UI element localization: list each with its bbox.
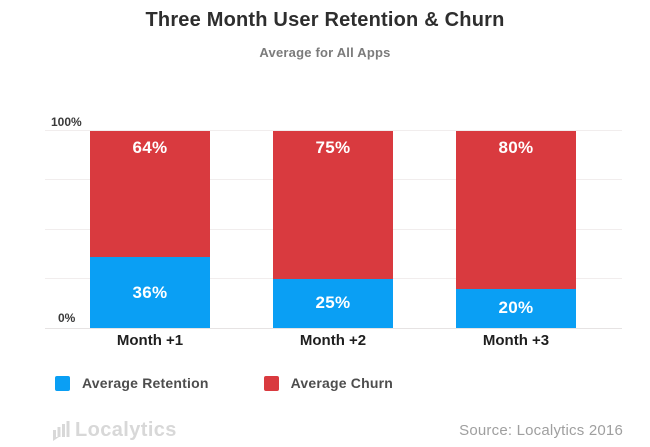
- bar-chart-bubble-icon: [53, 421, 70, 441]
- bar-value-label: 25%: [315, 293, 351, 313]
- bar-3: 80% 20%: [456, 131, 576, 328]
- x-axis-label-2: Month +2: [299, 332, 367, 349]
- chart-subtitle: Average for All Apps: [259, 45, 391, 60]
- gridline-100: [45, 130, 622, 131]
- x-axis-label-3: Month +3: [482, 332, 550, 349]
- plot-area: 100% 0% 64% 36% 75% 25% 80% 20%: [45, 115, 622, 329]
- bar-segment-average-retention: 20%: [456, 288, 576, 328]
- bar-2: 75% 25%: [273, 131, 393, 328]
- bar-value-label: 64%: [132, 138, 168, 158]
- bar-value-label: 20%: [498, 298, 534, 318]
- x-axis-line: [45, 328, 622, 329]
- bar-segment-average-retention: 36%: [90, 257, 210, 328]
- bar-segment-average-churn: 80%: [456, 131, 576, 289]
- footer: Localytics Source: Localytics 2016: [0, 416, 650, 444]
- retention-swatch: [55, 375, 70, 391]
- bar-value-label: 36%: [132, 282, 168, 302]
- bar-segment-average-churn: 64%: [90, 131, 210, 258]
- bar-value-label: 75%: [315, 138, 351, 157]
- bar-segment-average-retention: 25%: [273, 278, 393, 328]
- bar-segment-average-churn: 75%: [273, 131, 393, 279]
- logo-text: Localytics: [75, 418, 177, 441]
- source-text: Source: Localytics 2016: [459, 421, 623, 439]
- x-axis-label-1: Month +1: [116, 332, 184, 349]
- bar-1: 64% 36%: [90, 131, 210, 328]
- legend-item-churn: Average Churn: [263, 375, 394, 391]
- legend-label-churn: Average Churn: [290, 375, 394, 391]
- legend: Average Retention Average Churn: [55, 375, 393, 391]
- churn-swatch: [263, 375, 279, 391]
- legend-label-retention: Average Retention: [82, 375, 209, 391]
- y-tick-100: 100%: [51, 115, 82, 129]
- y-tick-0: 0%: [58, 311, 76, 325]
- localytics-logo: Localytics: [52, 419, 177, 442]
- bar-value-label: 80%: [498, 138, 534, 158]
- x-axis-labels: Month +1 Month +2 Month +3: [45, 332, 622, 349]
- bars-row: 64% 36% 75% 25% 80% 20%: [45, 131, 622, 328]
- chart-title: Three Month User Retention & Churn: [145, 9, 505, 31]
- legend-item-retention: Average Retention: [55, 375, 209, 391]
